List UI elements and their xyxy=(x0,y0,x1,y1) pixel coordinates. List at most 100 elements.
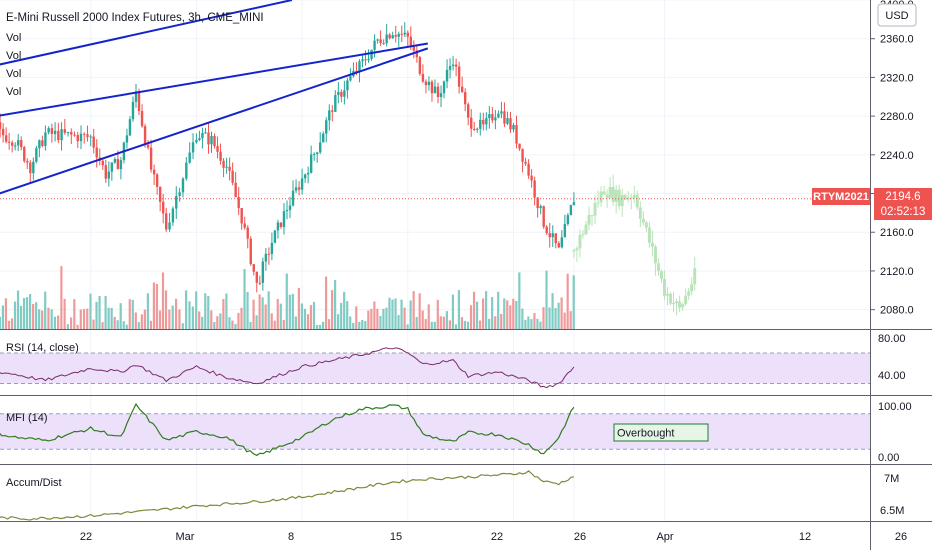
mfi-axis-tick: 100.00 xyxy=(878,401,912,413)
overbought-annotation-box[interactable] xyxy=(613,423,709,442)
price-candle xyxy=(430,81,434,94)
volume-bar xyxy=(222,299,225,329)
accum-dist-label[interactable]: Accum/Dist xyxy=(6,477,62,489)
price-candle xyxy=(506,118,509,124)
volume-indicator-label[interactable]: Vol xyxy=(6,50,21,62)
price-candle xyxy=(41,140,44,146)
price-candle xyxy=(361,59,364,62)
projection-candles xyxy=(572,174,697,316)
price-axis[interactable]: 2360.02320.02280.02240.02200.02160.02120… xyxy=(870,0,914,317)
volume-bar xyxy=(66,324,69,329)
volume-bar xyxy=(343,291,346,329)
volume-bar xyxy=(86,308,89,329)
volume-bar xyxy=(388,297,391,329)
volume-bar xyxy=(370,308,373,329)
rsi-axis-tick: 80.00 xyxy=(878,333,906,345)
volume-bar xyxy=(436,299,439,329)
volume-bar xyxy=(545,270,548,329)
volume-bar xyxy=(267,291,270,329)
price-candle xyxy=(76,135,79,142)
volume-bar xyxy=(171,305,174,329)
price-candle xyxy=(131,101,135,120)
projection-candle xyxy=(629,197,633,199)
price-candle xyxy=(388,34,391,39)
price-candle xyxy=(485,118,488,125)
volume-bar xyxy=(551,293,554,329)
price-candle xyxy=(542,206,545,227)
volume-bar xyxy=(119,303,122,329)
volume-bar xyxy=(140,314,143,329)
volume-bar xyxy=(288,294,291,329)
mfi-line[interactable] xyxy=(0,402,575,457)
volume-bar xyxy=(174,298,178,329)
volume-bars xyxy=(0,266,575,329)
volume-indicator-label[interactable]: Vol xyxy=(6,68,21,80)
volume-indicator-label[interactable]: Vol xyxy=(6,86,21,98)
volume-bar xyxy=(191,306,194,329)
price-candle xyxy=(322,133,325,143)
volume-bar xyxy=(35,302,38,329)
price-candle xyxy=(418,57,422,74)
volume-bar xyxy=(50,309,53,329)
channel-line[interactable] xyxy=(0,47,429,198)
price-candle xyxy=(548,233,551,238)
symbol-tag xyxy=(812,188,870,205)
price-candle xyxy=(26,161,29,163)
channel-line[interactable] xyxy=(0,42,428,119)
price-candle xyxy=(204,132,207,134)
projection-candle xyxy=(608,186,612,198)
price-candle xyxy=(445,69,449,82)
volume-bar xyxy=(403,307,406,329)
rsi-label[interactable]: RSI (14, close) xyxy=(6,342,79,354)
price-candle xyxy=(367,58,370,61)
projection-candle xyxy=(614,189,618,202)
accum-dist-line[interactable] xyxy=(0,470,574,521)
price-candle xyxy=(334,95,337,112)
volume-bar xyxy=(485,291,488,329)
volume-bar xyxy=(430,321,433,329)
price-candle xyxy=(297,187,301,190)
channel-line[interactable] xyxy=(0,0,293,68)
volume-bar xyxy=(340,302,343,329)
volume-bar xyxy=(521,308,524,329)
mfi-band xyxy=(0,413,870,450)
rsi-axis-tick: 40.00 xyxy=(878,370,906,382)
volume-bar xyxy=(346,301,349,329)
volume-bar xyxy=(249,321,252,329)
volume-bar xyxy=(13,301,17,329)
volume-bar xyxy=(482,298,485,329)
projection-candle xyxy=(659,271,663,279)
projection-candle xyxy=(575,248,579,251)
volume-indicator-label[interactable]: Vol xyxy=(6,32,21,44)
projection-candle xyxy=(653,246,657,264)
projection-candle xyxy=(593,203,597,216)
price-candle xyxy=(240,208,243,224)
volume-bar xyxy=(264,304,267,329)
price-candle xyxy=(89,136,92,138)
currency-button[interactable] xyxy=(877,3,917,27)
price-candle xyxy=(195,139,198,143)
volume-bar xyxy=(321,321,325,329)
price-candle xyxy=(137,91,141,112)
price-candle xyxy=(57,130,60,141)
trend-channel-lines[interactable] xyxy=(0,0,429,198)
price-candle xyxy=(282,211,286,227)
volume-bar xyxy=(500,313,503,329)
projection-candle xyxy=(638,207,642,219)
mfi-label[interactable]: MFI (14) xyxy=(6,412,48,424)
price-axis-tick: 2240.0 xyxy=(880,150,914,162)
time-axis[interactable]: 22 Mar 8 15 22 26 Apr 12 26 xyxy=(80,531,907,543)
price-candle xyxy=(258,282,262,284)
price-candle xyxy=(303,174,307,179)
rsi-line[interactable] xyxy=(0,347,575,389)
volume-bar xyxy=(315,324,319,329)
price-candle xyxy=(457,66,461,87)
volume-bar xyxy=(454,324,458,329)
volume-bar xyxy=(358,321,361,329)
volume-bar xyxy=(460,317,464,329)
volume-bar xyxy=(79,309,82,329)
volume-bar xyxy=(243,268,246,329)
price-candle xyxy=(222,160,225,168)
